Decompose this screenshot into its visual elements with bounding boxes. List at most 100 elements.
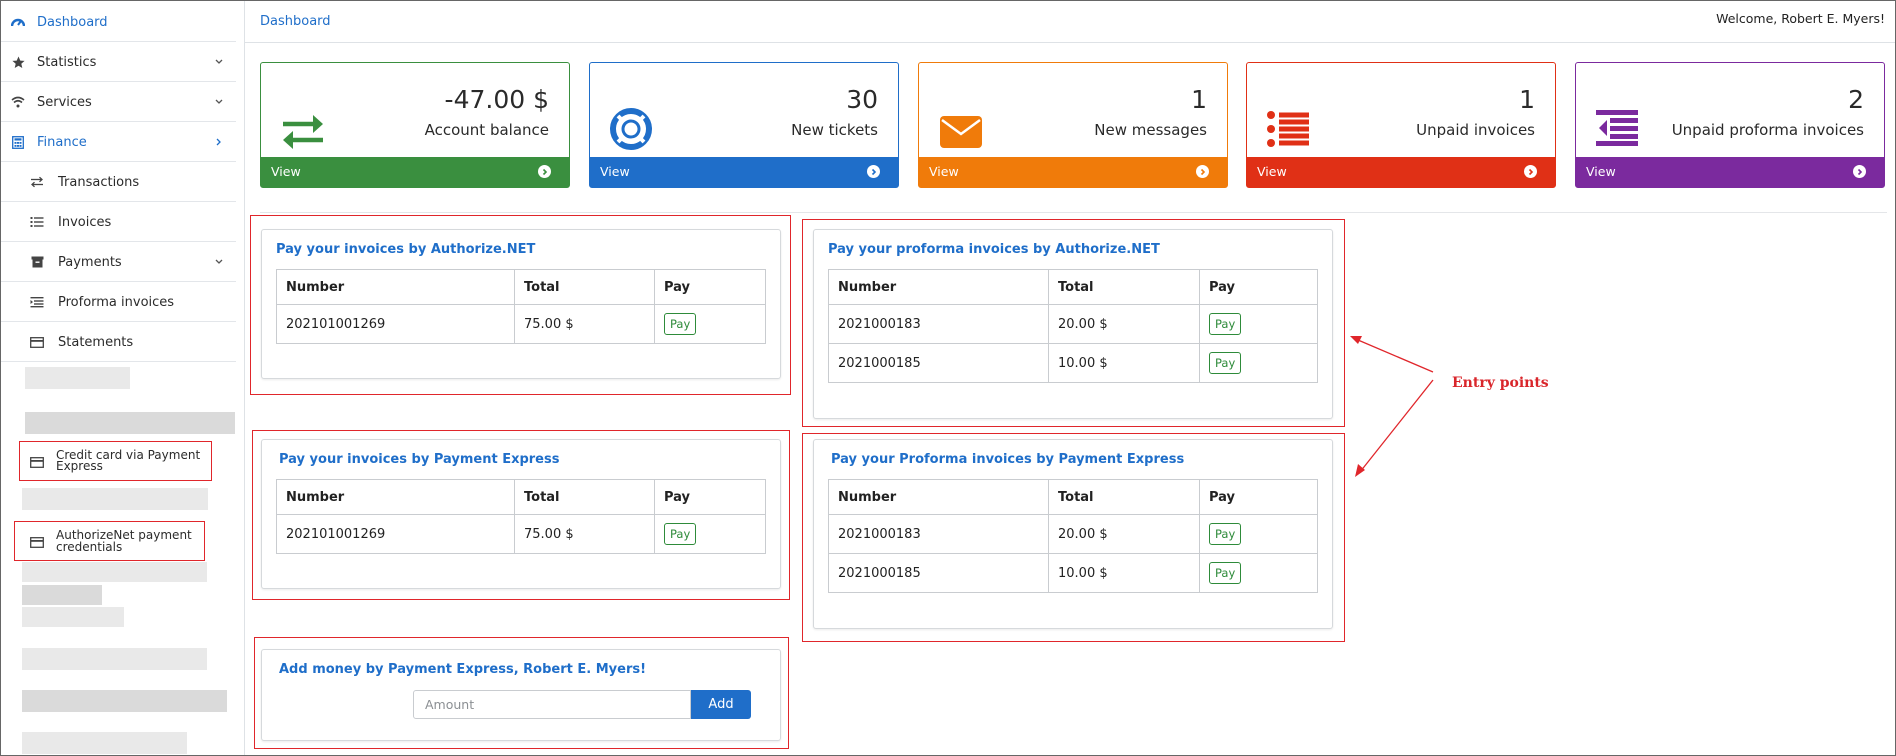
invoice-total: 75.00 $ [514,304,655,344]
new-messages-card: 1 New messages View [918,62,1228,188]
column-header: Total [514,269,655,305]
pay-cell: Pay [654,514,766,554]
invoice-number: 2021000185 [828,553,1049,593]
panel-title: Pay your proforma invoices by Authorize.… [828,242,1160,257]
sidebar-item-dashboard[interactable]: Dashboard [0,2,236,42]
sidebar-item-label: Services [37,95,92,110]
invoice-number: 2021000185 [828,343,1049,383]
pay-button[interactable]: Pay [664,523,697,545]
list-icon [30,216,44,228]
table-row: 202101001269 75.00 $ Pay [276,304,766,344]
view-label: View [929,164,959,179]
card-icon [30,336,44,348]
sidebar-item-authorizenet-credentials[interactable]: AuthorizeNet payment credentials [0,523,205,559]
indent-list-icon [1596,109,1640,153]
circle-arrow-right-icon [1524,165,1537,178]
circle-arrow-right-icon [538,165,551,178]
pay-button[interactable]: Pay [1209,313,1242,335]
card-caption: New messages [1094,121,1207,139]
sidebar-item-label: Finance [37,135,87,150]
calculator-icon [11,135,25,149]
divider [260,212,1887,213]
card-view-link[interactable]: View [919,157,1227,187]
card-view-link[interactable]: View [1576,157,1884,187]
card-caption: Account balance [424,121,549,139]
pay-cell: Pay [1199,553,1318,593]
unpaid-proforma-card: 2 Unpaid proforma invoices View [1575,62,1885,188]
account-balance-card: -47.00 $ Account balance View [260,62,570,188]
pay-cell: Pay [654,304,766,344]
redacted-menu-item [22,648,207,670]
chevron-right-icon [214,136,224,146]
invoice-number: 202101001269 [276,514,515,554]
circle-arrow-right-icon [1853,165,1866,178]
amount-input[interactable] [413,690,691,719]
redacted-menu-item [22,607,124,627]
pay-button[interactable]: Pay [1209,523,1242,545]
add-button[interactable]: Add [691,690,751,719]
column-header: Pay [654,479,766,515]
card-view-link[interactable]: View [261,157,569,187]
highlight-box [14,521,205,561]
welcome-text: Welcome, Robert E. Myers! [1716,11,1885,26]
archive-icon [30,256,44,268]
card-caption: Unpaid proforma invoices [1671,121,1864,139]
pay-button[interactable]: Pay [1209,352,1242,374]
card-value: 2 [1848,85,1864,114]
sidebar-item-credit-card-payment-express[interactable]: Credit card via Payment Express [0,443,210,479]
panel-title: Pay your invoices by Payment Express [279,452,560,467]
pay-button[interactable]: Pay [1209,562,1242,584]
card-view-link[interactable]: View [1247,157,1555,187]
card-caption: New tickets [791,121,878,139]
card-view-link[interactable]: View [590,157,898,187]
pay-button[interactable]: Pay [664,313,697,335]
column-header: Number [828,479,1049,515]
sidebar-item-transactions[interactable]: Transactions [0,162,236,202]
invoice-total: 20.00 $ [1048,514,1200,554]
invoice-number: 2021000183 [828,514,1049,554]
pay-cell: Pay [1199,514,1318,554]
breadcrumb[interactable]: Dashboard [260,14,331,29]
table-header-row: Number Total Pay [276,269,766,305]
pay-cell: Pay [1199,304,1318,344]
circle-arrow-right-icon [867,165,880,178]
indent-list-icon [30,296,44,308]
payment-express-invoices-table: Number Total Pay 202101001269 75.00 $ Pa… [276,479,766,554]
wifi-icon [11,96,25,108]
table-row: 2021000185 10.00 $ Pay [828,343,1318,383]
sidebar-item-proforma-invoices[interactable]: Proforma invoices [0,282,236,322]
unpaid-invoices-card: 1 Unpaid invoices View [1246,62,1556,188]
authorize-proforma-table: Number Total Pay 2021000183 20.00 $ Pay … [828,269,1318,383]
column-header: Number [828,269,1049,305]
exchange-icon [30,176,44,188]
column-header: Pay [654,269,766,305]
gauge-icon [11,16,25,28]
sidebar-item-finance[interactable]: Finance [0,122,236,162]
sidebar-item-invoices[interactable]: Invoices [0,202,236,242]
annotation-label: Entry points [1452,375,1549,391]
column-header: Number [276,479,515,515]
list-icon [1267,111,1311,155]
panel-title: Add money by Payment Express, Robert E. … [279,662,647,677]
chevron-down-icon [214,256,224,266]
invoice-total: 75.00 $ [514,514,655,554]
sidebar-item-services[interactable]: Services [0,82,236,122]
column-header: Total [1048,479,1200,515]
chevron-down-icon [214,96,224,106]
sidebar-item-statements[interactable]: Statements [0,322,236,362]
redacted-menu-item [22,488,208,510]
sidebar-item-label: AuthorizeNet payment credentials [56,528,192,554]
panel-title: Pay your invoices by Authorize.NET [276,242,536,257]
invoice-total: 20.00 $ [1048,304,1200,344]
sidebar-item-statistics[interactable]: Statistics [0,42,236,82]
view-label: View [600,164,630,179]
payment-express-proforma-table: Number Total Pay 2021000183 20.00 $ Pay … [828,479,1318,593]
circle-arrow-right-icon [1196,165,1209,178]
panel-title: Pay your Proforma invoices by Payment Ex… [831,452,1185,467]
table-header-row: Number Total Pay [828,479,1318,515]
new-tickets-card: 30 New tickets View [589,62,899,188]
sidebar-item-label: Credit card via Payment Express [56,448,201,473]
sidebar-item-payments[interactable]: Payments [0,242,236,282]
sidebar-item-label: Statistics [37,55,97,70]
highlight-box [802,433,1345,642]
